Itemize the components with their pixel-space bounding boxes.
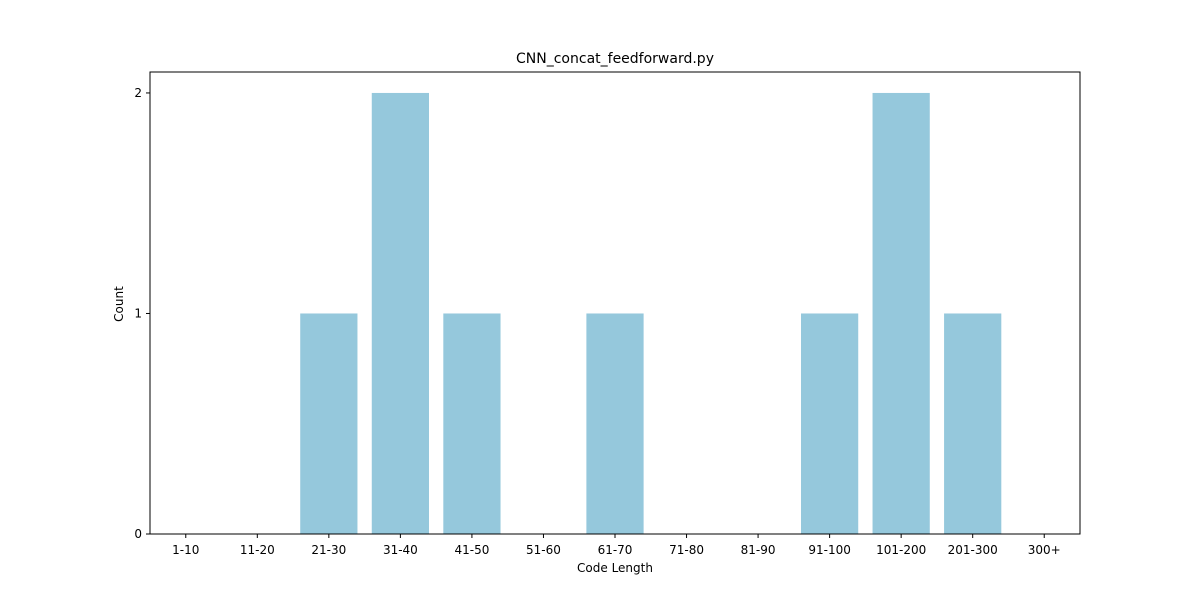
y-axis-label: Count xyxy=(112,286,126,322)
x-tick-label: 11-20 xyxy=(240,543,275,557)
x-tick-label: 91-100 xyxy=(808,543,851,557)
bar-21-30 xyxy=(300,313,358,534)
x-tick-label: 31-40 xyxy=(383,543,418,557)
x-tick-label: 41-50 xyxy=(454,543,489,557)
x-tick-label: 1-10 xyxy=(172,543,199,557)
bar-61-70 xyxy=(586,313,644,534)
x-tick-label: 101-200 xyxy=(876,543,926,557)
x-tick-label: 51-60 xyxy=(526,543,561,557)
y-axis-ticks: 0 1 2 xyxy=(134,86,150,541)
x-tick-label: 71-80 xyxy=(669,543,704,557)
bar-41-50 xyxy=(443,313,501,534)
y-tick-label: 1 xyxy=(134,306,142,320)
bars-group xyxy=(300,92,1002,534)
chart-title: CNN_concat_feedforward.py xyxy=(516,51,714,67)
x-axis-label: Code Length xyxy=(577,561,653,575)
x-tick-label: 61-70 xyxy=(598,543,633,557)
bar-91-100 xyxy=(801,313,859,534)
x-tick-label: 81-90 xyxy=(741,543,776,557)
x-tick-label: 201-300 xyxy=(948,543,998,557)
x-tick-label: 300+ xyxy=(1028,543,1061,557)
y-tick-label: 2 xyxy=(134,86,142,100)
bar-201-300 xyxy=(944,313,1002,534)
y-tick-label: 0 xyxy=(134,527,142,541)
bar-31-40 xyxy=(371,92,429,534)
bar-101-200 xyxy=(872,92,930,534)
x-axis-ticks: 1-10 11-20 21-30 31-40 41-50 51-60 61-70 71-80 8… xyxy=(172,534,1061,557)
x-tick-label: 21-30 xyxy=(311,543,346,557)
